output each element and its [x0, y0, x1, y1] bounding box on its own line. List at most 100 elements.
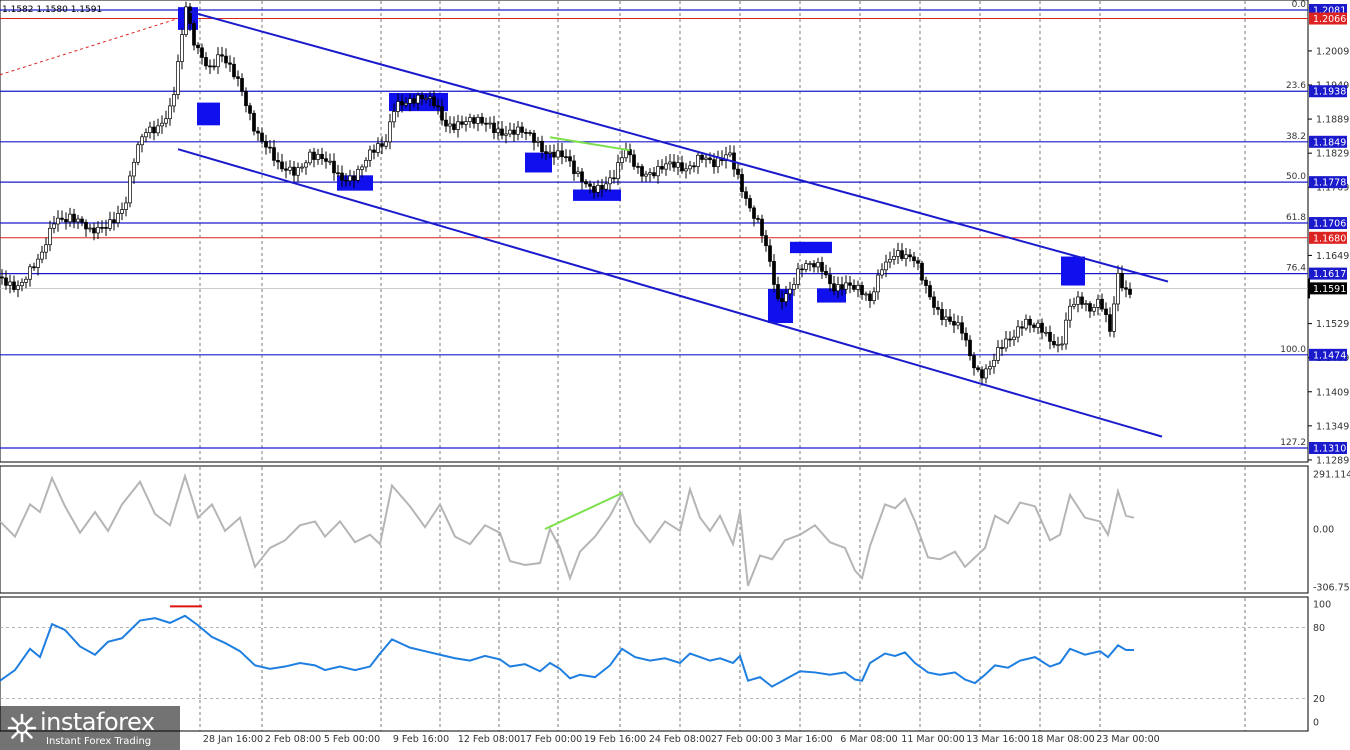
candle-body: [212, 65, 216, 68]
candle-body: [148, 126, 152, 133]
time-axis: 28 Jan 16:00 2 Feb 08:00 5 Feb 00:00 9 Feb …: [0, 730, 1308, 745]
cci-tick-label: 0.00: [1313, 525, 1334, 536]
candle-body: [556, 150, 560, 158]
candle: [252, 110, 256, 136]
candle: [824, 264, 828, 279]
candle: [488, 116, 492, 129]
candle: [1024, 314, 1028, 331]
candle: [128, 170, 132, 208]
candle: [984, 364, 988, 384]
watermark-tagline: Instant Forex Trading: [46, 736, 152, 747]
candle: [492, 115, 496, 140]
price-axis: 1.20091.19491.18891.18291.17691.16491.15…: [1280, 0, 1350, 729]
price-tag-label: 1.1778: [1313, 178, 1346, 189]
candle: [216, 47, 220, 75]
candle-body: [728, 152, 732, 156]
candle-body: [200, 47, 204, 58]
candle: [960, 315, 964, 341]
candle: [476, 114, 480, 132]
price-tag-bg: [1309, 348, 1347, 361]
candle: [880, 263, 884, 279]
candle-body: [312, 151, 316, 160]
candle: [240, 73, 244, 97]
candle: [836, 276, 840, 298]
candle: [328, 153, 332, 166]
candle-body: [856, 285, 860, 290]
candle-body: [968, 339, 972, 357]
candle: [1044, 326, 1048, 337]
candle: [468, 113, 472, 128]
candle-body: [896, 250, 900, 257]
candle-body: [204, 57, 208, 67]
candle-body: [1112, 303, 1116, 332]
candle-body: [268, 146, 272, 149]
price-tag: 1.1474: [1309, 348, 1347, 361]
candle: [456, 114, 460, 138]
candle-body: [676, 162, 680, 168]
candle-body: [124, 202, 128, 210]
zone-box: [817, 288, 846, 303]
candle-body: [56, 217, 60, 225]
candle-body: [336, 172, 340, 175]
candle-body: [652, 172, 656, 177]
candle: [212, 58, 216, 71]
candle-body: [712, 159, 716, 168]
candle-body: [324, 158, 328, 162]
candle-body: [452, 123, 456, 130]
candle: [132, 158, 136, 184]
candle-body: [208, 65, 212, 68]
candle: [928, 280, 932, 301]
candle-body: [28, 266, 32, 280]
candle-body: [332, 160, 336, 174]
candle: [60, 210, 64, 222]
candle-body: [232, 63, 236, 78]
candle: [208, 59, 212, 74]
candle: [116, 205, 120, 228]
candle: [556, 142, 560, 160]
candle: [452, 116, 456, 134]
candle-body: [140, 136, 144, 146]
x-tick-label: 6 Mar 08:00: [840, 734, 897, 745]
candle-body: [908, 254, 912, 258]
candle: [656, 159, 660, 184]
price-tick-label: 1.1649: [1316, 251, 1349, 262]
candle-body: [932, 296, 936, 308]
x-tick-label: 12 Feb 08:00: [458, 734, 520, 745]
candle-body: [1068, 305, 1072, 321]
candle-body: [220, 54, 224, 57]
candle: [784, 285, 788, 307]
candle: [96, 221, 100, 239]
candle: [1104, 302, 1108, 323]
price-tag: 1.1591: [1309, 282, 1347, 295]
candle-body: [68, 213, 72, 223]
candle: [988, 360, 992, 376]
rsi-tick-label: 100: [1313, 600, 1331, 611]
candle-body: [884, 261, 888, 271]
candle: [564, 149, 568, 163]
price-tag: 1.1310: [1309, 442, 1347, 455]
candle: [108, 211, 112, 232]
candle-body: [488, 122, 492, 125]
candle-body: [580, 171, 584, 182]
candle: [4, 270, 8, 290]
candle-body: [948, 316, 952, 322]
candle: [508, 122, 512, 138]
candle-body: [792, 283, 796, 290]
candle: [1016, 320, 1020, 343]
candle-body: [468, 117, 472, 122]
candle-body: [172, 94, 176, 107]
cci-panel: [0, 465, 1309, 594]
candle-body: [752, 207, 756, 219]
candle: [604, 176, 608, 192]
candle: [900, 243, 904, 262]
trendlines: [0, 10, 1169, 438]
candle: [156, 118, 160, 137]
cci-indicator: [0, 472, 1135, 587]
candle: [800, 263, 804, 278]
candle: [560, 142, 564, 165]
candle: [1096, 294, 1100, 316]
candle: [820, 256, 824, 279]
candle-body: [196, 44, 200, 49]
candle: [408, 93, 412, 112]
candle-body: [308, 151, 312, 164]
